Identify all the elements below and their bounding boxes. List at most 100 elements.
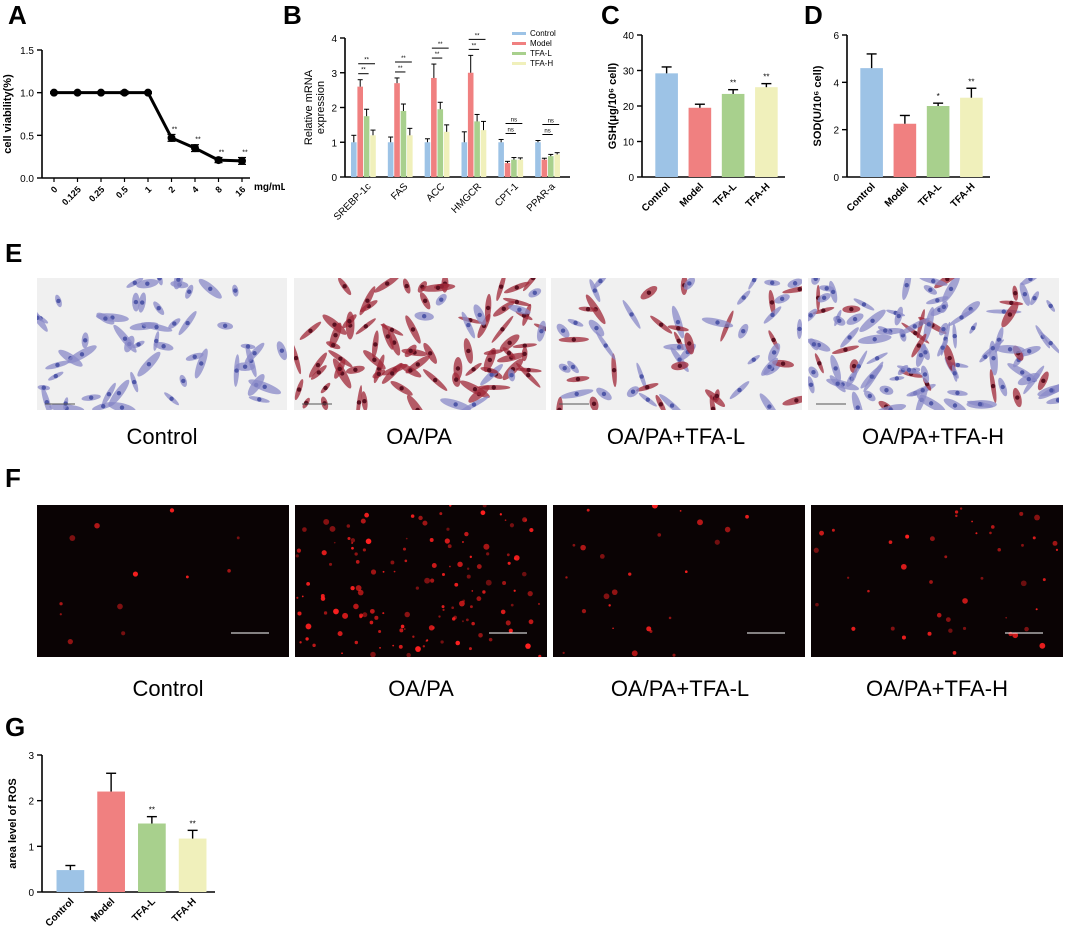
x-tick-label: HMGCR [450, 181, 484, 215]
ros-spot [668, 616, 672, 620]
ros-spot [466, 574, 471, 579]
cell-nucleus [771, 337, 776, 343]
cell-nucleus [601, 391, 607, 397]
ros-spot [447, 544, 452, 549]
ros-spot [504, 519, 507, 521]
cell-nucleus [439, 297, 444, 302]
ros-spot [351, 546, 354, 550]
ros-spot [390, 560, 395, 565]
cell-nucleus [106, 391, 112, 397]
panel-letter-d: D [804, 0, 823, 30]
legend-label: Control [530, 29, 556, 38]
cell-nucleus [714, 393, 720, 399]
significance-label: ** [172, 126, 178, 133]
ros-caption-oapa: OA/PA [388, 676, 454, 701]
significance-label: ** [472, 43, 477, 49]
ros-spot [382, 570, 385, 573]
ros-caption-oapa-tfa-h: OA/PA+TFA-H [865, 676, 1008, 701]
cell-nucleus [390, 371, 395, 376]
cell-nucleus [1041, 378, 1046, 384]
cell-nucleus [575, 376, 581, 382]
panel-letter-f: F [5, 463, 21, 493]
ros-spot [374, 615, 379, 620]
significance-label: * [937, 92, 940, 101]
ros-spot [608, 604, 611, 607]
ros-spot [948, 628, 953, 633]
ros-spot [439, 512, 443, 516]
ros-spot [457, 561, 463, 568]
cell-nucleus [955, 362, 961, 368]
ros-spot [508, 628, 513, 633]
cell-nucleus [222, 323, 228, 328]
ros-spot [527, 591, 533, 597]
ros-spot [399, 628, 404, 633]
cell-nucleus [557, 407, 562, 410]
significance-label: ns [548, 119, 554, 125]
cell-nucleus [797, 286, 802, 292]
cell-nucleus [741, 328, 746, 334]
cell-nucleus [792, 281, 798, 286]
chart-d-sod: 0 2 4 6 SOD(U/10⁶ cell) Control Model * TFA-L ** T… [812, 31, 990, 214]
ros-spot [476, 564, 482, 569]
ros-spot [890, 626, 895, 631]
ros-spot [482, 590, 486, 594]
cell-nucleus [539, 328, 544, 334]
ros-image-oapa-tfa-h [811, 505, 1063, 657]
cell-nucleus [119, 405, 125, 410]
cell-nucleus [906, 367, 912, 373]
ros-spot [357, 589, 364, 596]
stain-caption-oapa-tfa-h: OA/PA+TFA-H [861, 424, 1004, 449]
y-tick-label: 0 [833, 173, 839, 184]
cell-nucleus [913, 330, 918, 336]
ros-spot [320, 594, 325, 598]
legend-swatch [512, 52, 526, 55]
cell-nucleus [710, 406, 716, 410]
cell-nucleus [55, 362, 60, 368]
cell-nucleus [598, 278, 603, 284]
stain-image-control [37, 278, 287, 410]
ros-spot [867, 589, 870, 593]
ros-spot [697, 519, 703, 526]
cell-nucleus [304, 400, 309, 406]
significance-label: ** [401, 56, 406, 62]
cell-nucleus [489, 372, 494, 377]
y-tick-label: 40 [623, 31, 635, 42]
cell-nucleus [342, 284, 347, 289]
cell-nucleus [869, 374, 874, 379]
ros-spot [449, 565, 451, 568]
x-tick-label: TFA-L [916, 181, 944, 209]
bar [498, 142, 504, 177]
ros-spot [347, 536, 351, 540]
y-axis-label: cell viability(%) [2, 74, 14, 154]
cell-nucleus [675, 319, 681, 325]
cell-nucleus [585, 307, 591, 312]
ros-spot [418, 515, 423, 521]
cell-nucleus [770, 312, 775, 318]
ros-spot [351, 542, 353, 544]
cell-nucleus [574, 391, 579, 397]
cell-nucleus [926, 322, 932, 327]
cell-nucleus [139, 300, 145, 305]
cell-nucleus [658, 322, 664, 327]
ros-spot [927, 631, 932, 636]
ros-spot [405, 537, 408, 540]
ros-spot [971, 520, 973, 523]
cell-nucleus [928, 401, 934, 406]
bar [655, 73, 678, 177]
ros-spot [502, 581, 507, 586]
panel-letter-e: E [5, 238, 23, 268]
ros-spot [1020, 580, 1027, 587]
ros-spot [415, 646, 421, 652]
cell-nucleus [811, 370, 816, 375]
cell-nucleus [808, 313, 813, 318]
x-tick-label: FAS [389, 181, 410, 202]
cell-nucleus [813, 278, 818, 282]
ros-spot [952, 651, 957, 655]
ros-spot [929, 580, 933, 584]
ros-spot [1055, 548, 1059, 551]
y-tick-label: 2 [331, 104, 337, 115]
ros-spot [299, 641, 302, 644]
bar [893, 123, 917, 177]
ros-spot [510, 603, 514, 607]
cell-nucleus [435, 285, 441, 290]
